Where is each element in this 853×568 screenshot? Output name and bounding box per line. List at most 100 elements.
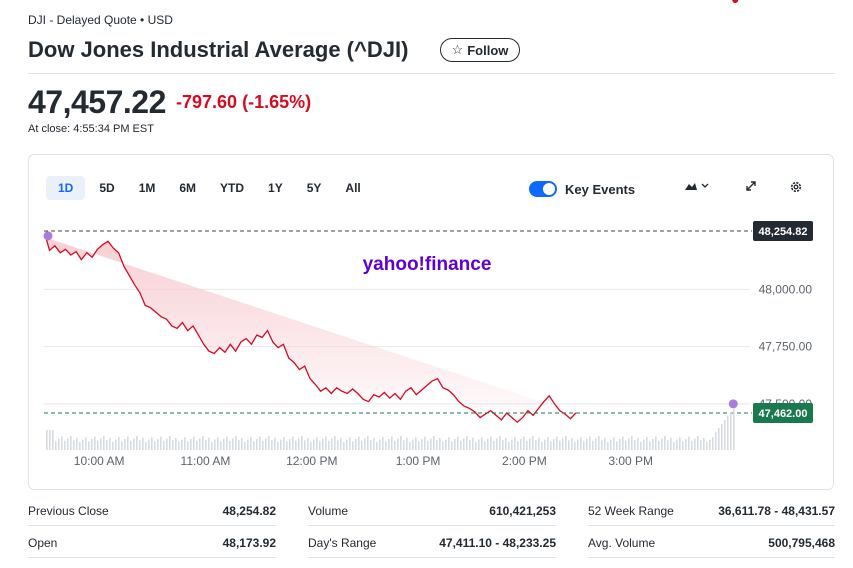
x-tick-label: 2:00 PM [502,454,547,468]
price-change: -797.60 (-1.65%) [176,92,311,113]
expand-button[interactable] [745,180,757,195]
volume-bar [268,436,270,450]
volume-bar [454,439,456,450]
volume-bar [508,442,510,450]
volume-bar [553,439,555,450]
volume-bar [532,436,534,450]
volume-bar [139,440,141,450]
range-tab-1d[interactable]: 1D [46,176,86,200]
volume-bar [151,437,153,450]
star-icon: ☆ [451,42,464,57]
volume-bar [691,440,693,450]
stat-label: Open [28,536,58,550]
volume-bar [592,440,594,450]
volume-bar [193,436,195,450]
volume-bar [442,442,444,450]
volume-bar [274,437,276,450]
range-tab-5d[interactable]: 5D [99,181,115,195]
volume-bar [535,440,537,450]
key-events-toggle[interactable] [529,181,557,197]
volume-bar [550,441,552,450]
volume-bar [214,439,216,450]
volume-bar [343,442,345,450]
volume-bar [142,437,144,450]
volume-bar [517,441,519,450]
volume-bar [67,438,69,450]
volume-bar [205,440,207,450]
volume-bar [637,437,639,450]
volume-bar [247,439,249,450]
stat-divider [588,525,835,526]
settings-button[interactable] [789,180,803,197]
volume-bar [616,441,618,450]
close-time: At close: 4:55:34 PM EST [28,123,154,135]
volume-bar [595,438,597,450]
volume-bar [346,439,348,450]
volume-bar [622,436,624,450]
volume-bar [730,412,732,450]
volume-bar [568,440,570,450]
volume-bar [520,439,522,450]
volume-bar [232,438,234,450]
volume-bar [133,438,135,450]
range-tab-1m[interactable]: 1M [138,181,156,195]
chart-type-button[interactable] [684,180,710,195]
range-tab-5y[interactable]: 5Y [306,181,322,195]
volume-bar [304,440,306,450]
volume-bar [478,439,480,450]
volume-bar [634,440,636,450]
volume-bar [583,441,585,450]
volume-bar [250,437,252,450]
range-tab-6m[interactable]: 6M [179,181,197,195]
volume-bar [322,439,324,450]
volume-bar [241,437,243,450]
volume-bar [493,440,495,450]
volume-bar [697,436,699,450]
volume-bar [331,438,333,450]
volume-bar [373,437,375,450]
volume-bar [727,416,729,450]
volume-bar [523,436,525,450]
volume-bar [88,441,90,450]
volume-bar [490,436,492,450]
volume-bar [445,439,447,450]
volume-bar [400,436,402,450]
volume-bar [706,442,708,450]
current-price: 47,457.22 [28,84,166,120]
volume-bar [607,442,609,450]
volume-bar [481,437,483,450]
volume-bar [169,436,171,450]
volume-bar [574,442,576,450]
follow-button[interactable]: ☆ Follow [440,38,520,62]
volume-bar [289,439,291,450]
volume-bar [529,438,531,450]
volume-bar [211,442,213,450]
volume-bar [589,436,591,450]
volume-bar [487,439,489,450]
volume-bar [694,438,696,450]
range-tab-ytd[interactable]: YTD [220,181,245,195]
key-events-label: Key Events [565,181,636,197]
volume-bar [403,440,405,450]
volume-bar [571,437,573,450]
volume-bar [388,439,390,450]
stat-label: Previous Close [28,504,109,518]
volume-bar [280,439,282,450]
volume-bar [55,441,57,450]
key-event-marker[interactable] [728,399,738,409]
volume-bar [301,436,303,450]
volume-bar [631,436,633,450]
volume-bar [244,442,246,450]
range-tab-1y[interactable]: 1Y [268,181,283,195]
volume-bar [121,441,123,450]
change-value: -797.60 [176,92,238,112]
volume-bar [436,440,438,450]
volume-bar [79,442,81,450]
key-events-control[interactable]: Key Events [529,181,635,197]
volume-bar [283,437,285,450]
volume-bar [265,438,267,450]
range-tab-all[interactable]: All [345,181,361,195]
key-event-marker[interactable] [43,231,53,241]
stat-divider [28,557,276,558]
